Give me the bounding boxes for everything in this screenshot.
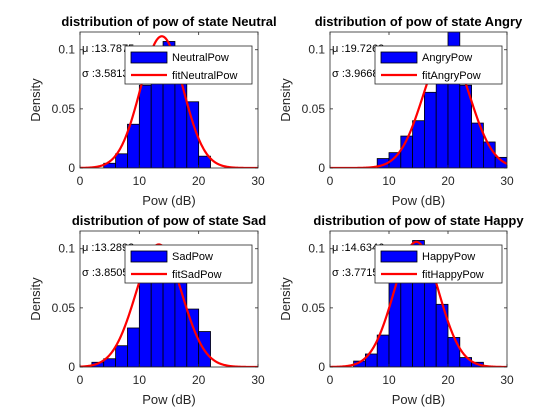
histogram-bar [423,91,437,168]
chart-title: distribution of pow of state Neutral [61,14,276,29]
legend-swatch-hist [130,51,168,64]
chart-title: distribution of pow of state Happy [313,213,524,228]
legend-entry-hist: SadPow [172,251,213,263]
axes-box [79,230,259,368]
histogram-bar [412,120,425,168]
y-tick-label: 0.05 [52,102,76,116]
legend: SadPow fitSadPow [124,244,253,284]
axes-box [329,31,508,169]
x-tick-label: 20 [441,174,455,188]
x-tick-label: 30 [251,174,265,188]
x-tick-label: 30 [500,373,514,387]
legend-swatch-hist [380,51,418,64]
legend-entry-fit: fitHappyPow [422,269,484,281]
fit-curve [330,240,507,367]
y-tick-label: 0.1 [58,43,75,57]
chart-title: distribution of pow of state Angry [315,14,523,29]
x-axis-label: Pow (dB) [392,392,445,407]
legend-entry-fit: fitAngryPow [422,70,481,82]
y-tick-label: 0.1 [308,242,325,256]
stat-mu: μ :13.2893 [82,242,134,254]
y-axis-label: Density [278,78,293,122]
y-axis-label: Density [278,277,293,321]
x-axis-label: Pow (dB) [392,193,445,208]
x-tick-label: 10 [382,174,396,188]
legend-entry-hist: AngryPow [422,52,472,64]
fit-curve [80,35,258,168]
axes-box [329,230,508,368]
x-tick-label: 0 [77,174,84,188]
x-tick-label: 10 [382,373,396,387]
stat-sigma: σ :3.5813 [82,68,129,80]
x-tick-label: 0 [327,174,334,188]
legend-swatch-hist [380,250,418,263]
plot-content: μ :19.7263 σ :3.9668 [330,32,507,168]
stat-sigma: σ :3.8505 [82,267,129,279]
y-axis-label: Density [28,277,43,321]
legend: NeutralPow fitNeutralPow [124,45,253,85]
stat-mu: μ :19.7263 [332,43,384,55]
histogram-bar [186,101,200,168]
histogram-bar [198,155,211,168]
legend-swatch-hist [130,250,168,263]
y-tick-label: 0 [318,161,325,175]
histogram-bar [127,327,140,367]
x-axis-label: Pow (dB) [142,392,195,407]
histogram-bar [127,123,140,168]
histogram-bar [376,334,390,367]
y-tick-label: 0 [68,161,75,175]
legend: AngryPow fitAngryPow [374,45,503,85]
y-tick-label: 0.05 [52,301,76,315]
legend: HappyPow fitHappyPow [374,244,503,284]
histogram-bar [115,153,128,168]
subplot-2: μ :19.7263 σ :3.9668 0 10 20 30 0 0.05 0.1 Pow (d… [278,14,523,208]
chart-title: distribution of pow of state Sad [72,213,266,228]
y-tick-label: 0.1 [58,242,75,256]
subplot-4: μ :14.6346 σ :3.7715 0 10 20 30 0 0.05 0.1 Pow (d… [278,213,524,407]
legend-entry-hist: HappyPow [422,251,475,263]
histogram-bar [138,84,152,168]
y-tick-label: 0.05 [302,102,326,116]
y-tick-label: 0.05 [302,301,326,315]
axes-box [79,31,259,169]
x-tick-label: 20 [192,174,206,188]
histogram-bar [138,280,152,367]
y-tick-label: 0.1 [308,43,325,57]
stat-sigma: σ :3.7715 [332,267,379,279]
x-tick-label: 0 [327,373,334,387]
y-tick-label: 0 [318,360,325,374]
legend-entry-fit: fitSadPow [172,269,222,281]
histogram-bar [400,271,413,367]
subplot-3: μ :13.2893 σ :3.8505 0 10 20 30 0 0.05 0.1 Pow (d… [28,213,266,407]
histogram-bar [115,345,128,367]
x-axis-label: Pow (dB) [142,193,195,208]
y-axis-label: Density [28,78,43,122]
x-tick-label: 30 [500,174,514,188]
legend-entry-hist: NeutralPow [172,52,229,64]
stat-mu: μ :13.7875 [82,43,134,55]
x-tick-label: 20 [192,373,206,387]
x-tick-label: 20 [441,373,455,387]
x-tick-label: 0 [77,373,84,387]
legend-entry-fit: fitNeutralPow [172,70,237,82]
x-tick-label: 30 [251,373,265,387]
stat-sigma: σ :3.9668 [332,68,379,80]
subplot-1: μ :13.7875 σ :3.5813 0 10 20 30 0 0.05 0.1 Pow (d… [28,14,277,208]
stat-mu: μ :14.6346 [332,242,384,254]
x-tick-label: 10 [133,373,147,387]
histogram-bar [447,337,461,367]
y-tick-label: 0 [68,360,75,374]
histogram-bar [494,156,507,168]
x-tick-label: 10 [133,174,147,188]
plot-content: μ :13.7875 σ :3.5813 [80,35,258,168]
